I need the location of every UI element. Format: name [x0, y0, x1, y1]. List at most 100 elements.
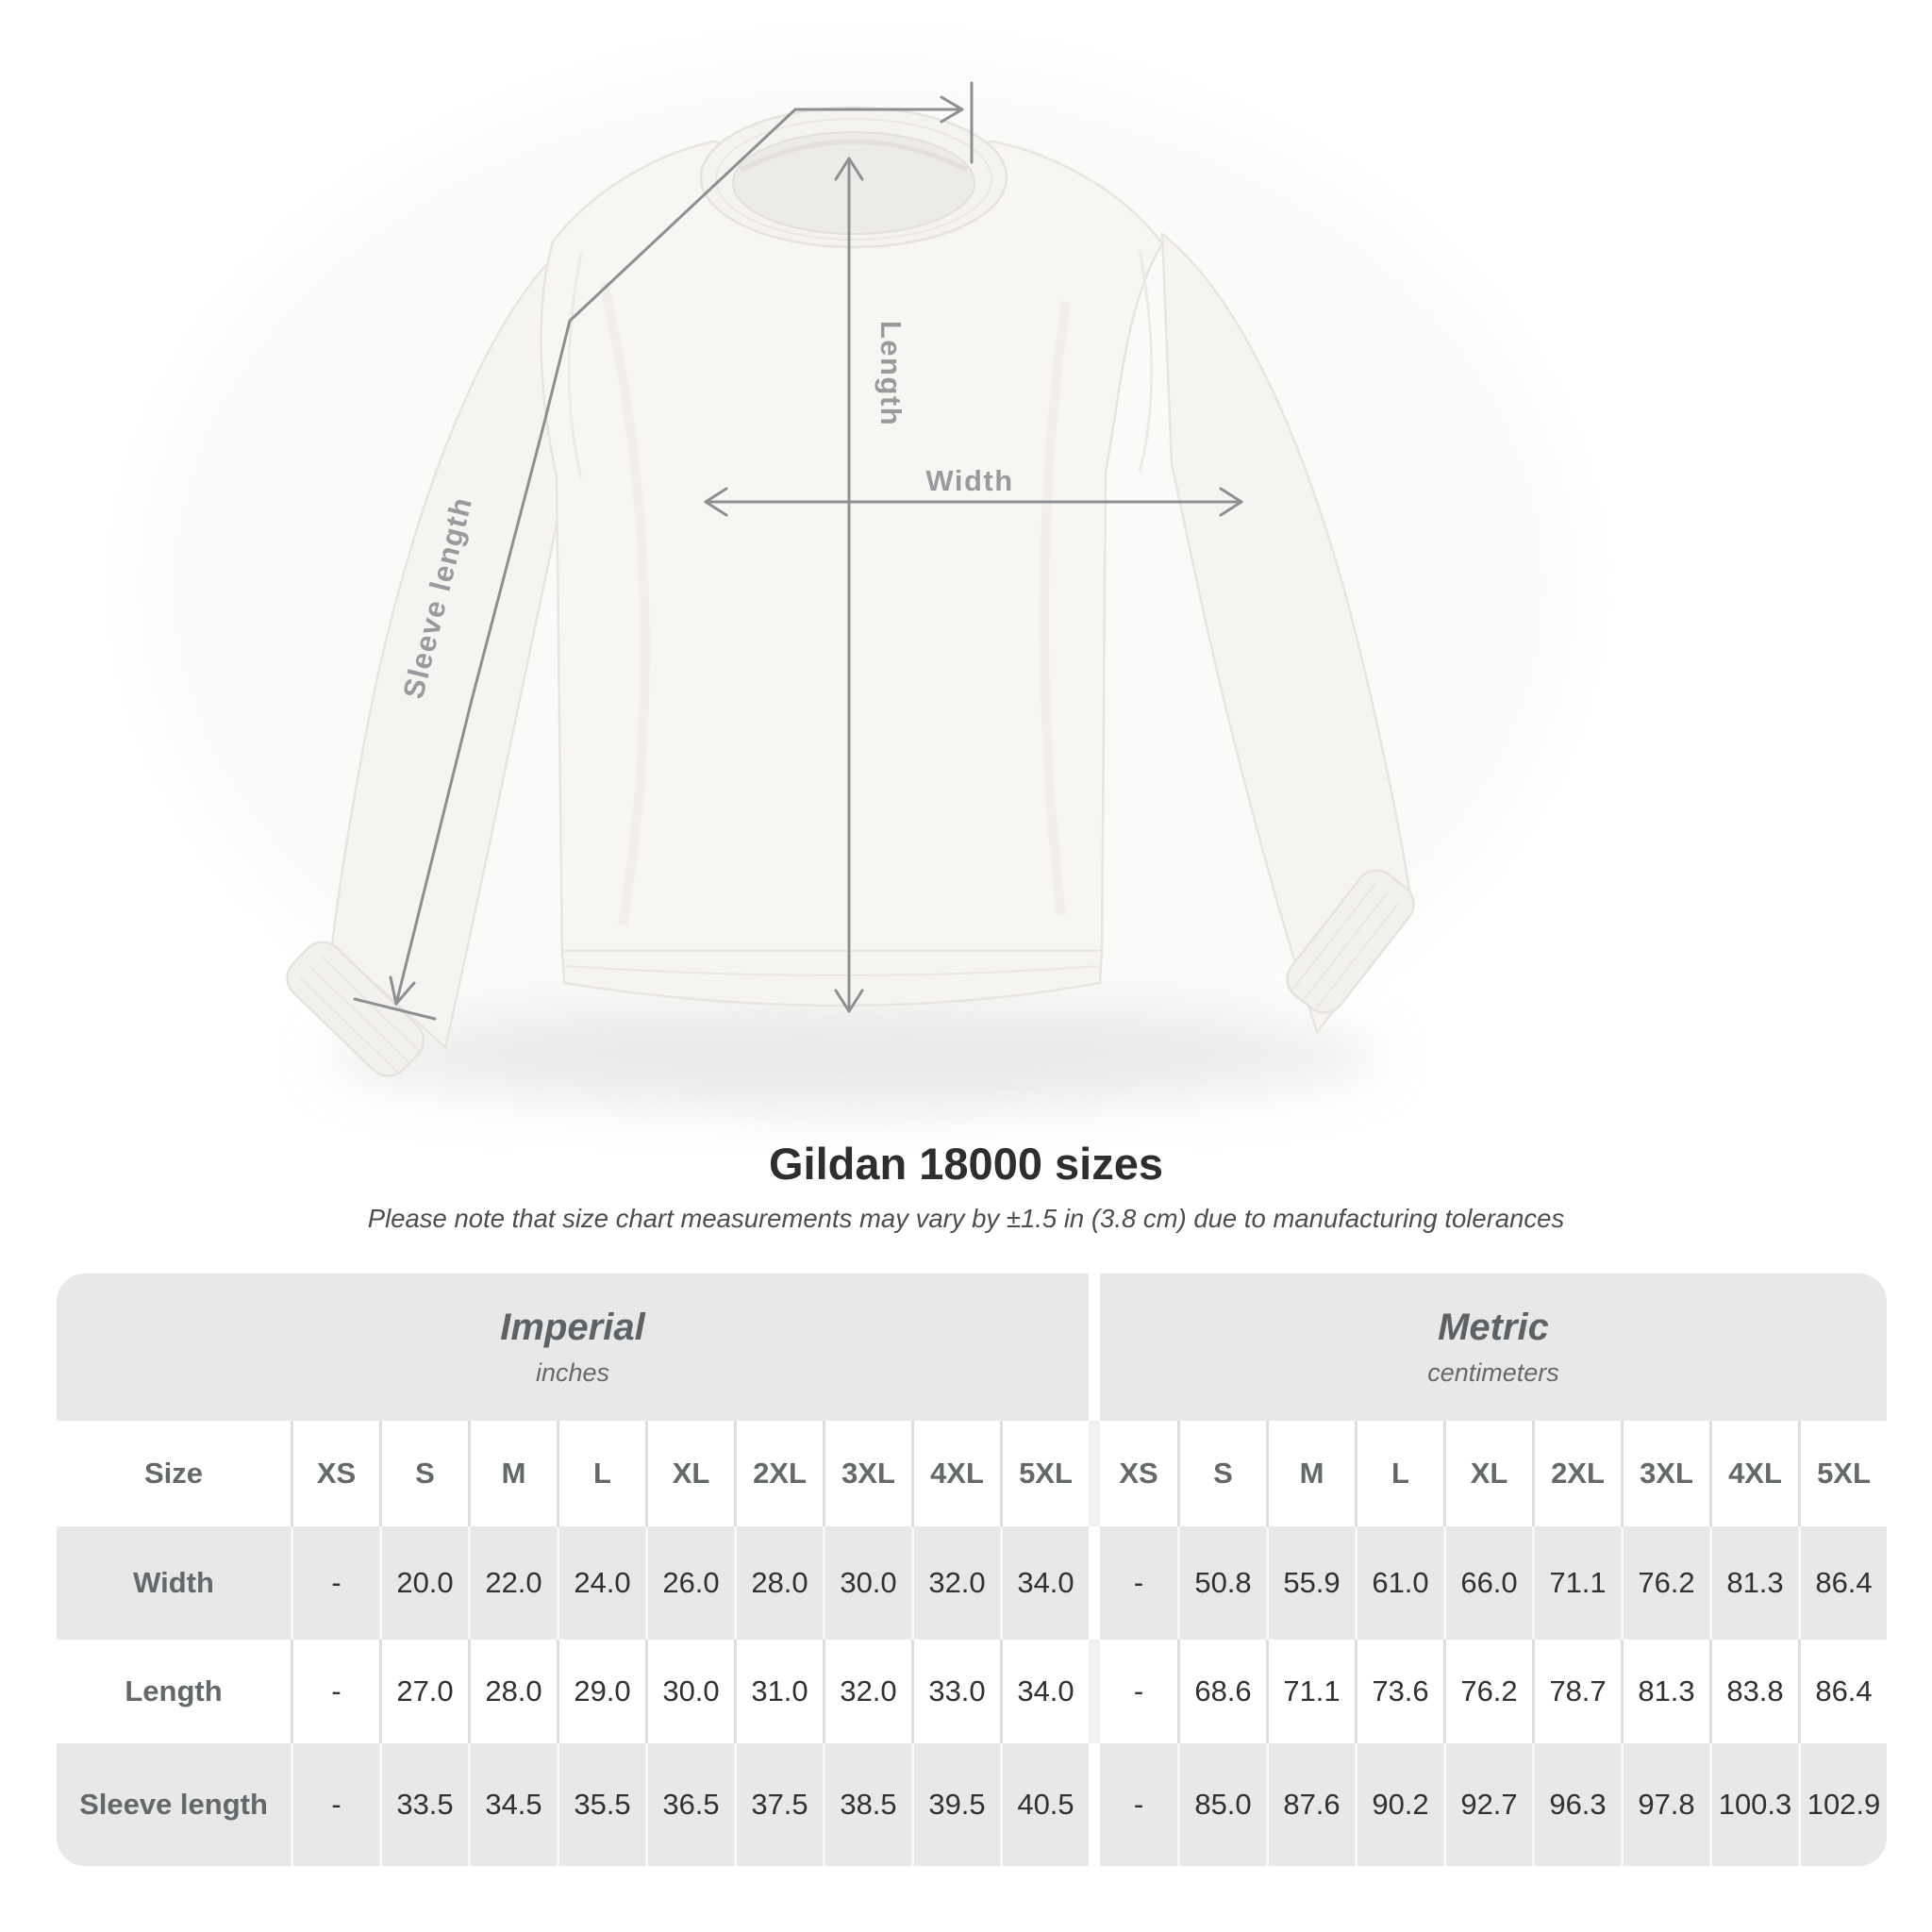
- value-cell: 33.0: [911, 1640, 1000, 1743]
- size-header-cell: XS: [291, 1421, 379, 1526]
- garment-diagram: Width Length Sleeve length: [142, 57, 1575, 1113]
- unit-group-unit: centimeters: [1427, 1358, 1559, 1387]
- value-cell: 87.6: [1266, 1743, 1355, 1866]
- arrow-left-icon: [704, 487, 728, 517]
- value-cell: -: [1089, 1526, 1177, 1640]
- armhole-seam-right: [1138, 250, 1154, 473]
- collar-inner-shadow: [739, 139, 969, 173]
- value-cell: 28.0: [468, 1640, 557, 1743]
- value-cell: 34.0: [1000, 1640, 1089, 1743]
- value-cell: 50.8: [1177, 1526, 1266, 1640]
- value-cell: 81.3: [1621, 1640, 1709, 1743]
- cuff-tick: [353, 997, 437, 1021]
- value-cell: 31.0: [734, 1640, 823, 1743]
- size-header-cell: 4XL: [1709, 1421, 1798, 1526]
- value-cell: 22.0: [468, 1526, 557, 1640]
- unit-group-name: Metric: [1438, 1307, 1549, 1348]
- size-header-cell: 3XL: [823, 1421, 911, 1526]
- size-header-cell: L: [1355, 1421, 1443, 1526]
- size-header-cell: 2XL: [1532, 1421, 1621, 1526]
- measurement-lines: [353, 81, 1243, 1021]
- size-header-cell: S: [379, 1421, 468, 1526]
- value-cell: 40.5: [1000, 1743, 1089, 1866]
- value-cell: 71.1: [1266, 1640, 1355, 1743]
- size-header-cell: S: [1177, 1421, 1266, 1526]
- value-cell: 28.0: [734, 1526, 823, 1640]
- size-header-cell: 3XL: [1621, 1421, 1709, 1526]
- unit-group-name: Imperial: [500, 1307, 645, 1348]
- size-header-cell: M: [1266, 1421, 1355, 1526]
- value-cell: 20.0: [379, 1526, 468, 1640]
- value-cell: 81.3: [1709, 1526, 1798, 1640]
- cuff-right: [1286, 869, 1415, 1014]
- width-label: Width: [925, 464, 1013, 497]
- value-cell: 100.3: [1709, 1743, 1798, 1866]
- arrow-up-icon: [834, 157, 864, 181]
- value-cell: 92.7: [1443, 1743, 1532, 1866]
- value-cell: 32.0: [911, 1526, 1000, 1640]
- value-cell: 36.5: [645, 1743, 734, 1866]
- value-cell: 27.0: [379, 1640, 468, 1743]
- value-cell: 71.1: [1532, 1526, 1621, 1640]
- fold-shading: [599, 281, 650, 925]
- size-header-cell: 5XL: [1000, 1421, 1089, 1526]
- row-label: Width: [57, 1526, 291, 1640]
- value-cell: 37.5: [734, 1743, 823, 1866]
- tolerance-note: Please note that size chart measurements…: [367, 1204, 1565, 1233]
- value-cell: 90.2: [1355, 1743, 1443, 1866]
- size-header-cell: XL: [645, 1421, 734, 1526]
- sleeve-measure-line: [353, 81, 974, 1021]
- arrow-right-icon: [940, 95, 964, 124]
- armhole-seam-left: [567, 252, 583, 478]
- size-header-cell: XL: [1443, 1421, 1532, 1526]
- value-cell: 33.5: [379, 1743, 468, 1866]
- length-measure-line: [834, 157, 864, 1013]
- size-header-cell: M: [468, 1421, 557, 1526]
- value-cell: 55.9: [1266, 1526, 1355, 1640]
- value-cell: 96.3: [1532, 1743, 1621, 1866]
- value-cell: 34.0: [1000, 1526, 1089, 1640]
- value-cell: 35.5: [557, 1743, 645, 1866]
- unit-group-unit: inches: [535, 1358, 610, 1387]
- arrow-down-icon: [834, 989, 864, 1013]
- value-cell: 30.0: [823, 1526, 911, 1640]
- value-cell: 86.4: [1798, 1526, 1887, 1640]
- value-cell: -: [291, 1526, 379, 1640]
- value-cell: 34.5: [468, 1743, 557, 1866]
- value-cell: 76.2: [1443, 1640, 1532, 1743]
- fold-shading: [1039, 301, 1071, 916]
- unit-group-metric: Metric centimeters: [1089, 1274, 1887, 1421]
- value-cell: 78.7: [1532, 1640, 1621, 1743]
- value-cell: 29.0: [557, 1640, 645, 1743]
- value-cell: 85.0: [1177, 1743, 1266, 1866]
- row-label: Sleeve length: [57, 1743, 291, 1866]
- value-cell: 30.0: [645, 1640, 734, 1743]
- size-header-cell: 4XL: [911, 1421, 1000, 1526]
- value-cell: -: [291, 1640, 379, 1743]
- width-measure-line: [704, 487, 1243, 517]
- size-header-cell: 5XL: [1798, 1421, 1887, 1526]
- value-cell: 32.0: [823, 1640, 911, 1743]
- value-cell: 24.0: [557, 1526, 645, 1640]
- value-cell: 102.9: [1798, 1743, 1887, 1866]
- arrow-right-icon: [1219, 487, 1243, 517]
- value-cell: 26.0: [645, 1526, 734, 1640]
- value-cell: 86.4: [1798, 1640, 1887, 1743]
- value-cell: 68.6: [1177, 1640, 1266, 1743]
- size-header-cell: XS: [1089, 1421, 1177, 1526]
- value-cell: 97.8: [1621, 1743, 1709, 1866]
- hem-seam: [565, 965, 1099, 976]
- size-table: Imperial inches Metric centimeters Size …: [57, 1274, 1887, 1866]
- value-cell: -: [1089, 1640, 1177, 1743]
- unit-group-imperial: Imperial inches: [57, 1274, 1089, 1421]
- collar-opening: [732, 131, 975, 235]
- sleeve-left: [330, 233, 579, 1050]
- size-header-cell: L: [557, 1421, 645, 1526]
- value-cell: -: [1089, 1743, 1177, 1866]
- collar-seam: [715, 118, 992, 241]
- page-title: Gildan 18000 sizes: [768, 1139, 1164, 1189]
- garment-shadow: [325, 1005, 1382, 1108]
- length-label: Length: [874, 321, 908, 426]
- value-cell: 39.5: [911, 1743, 1000, 1866]
